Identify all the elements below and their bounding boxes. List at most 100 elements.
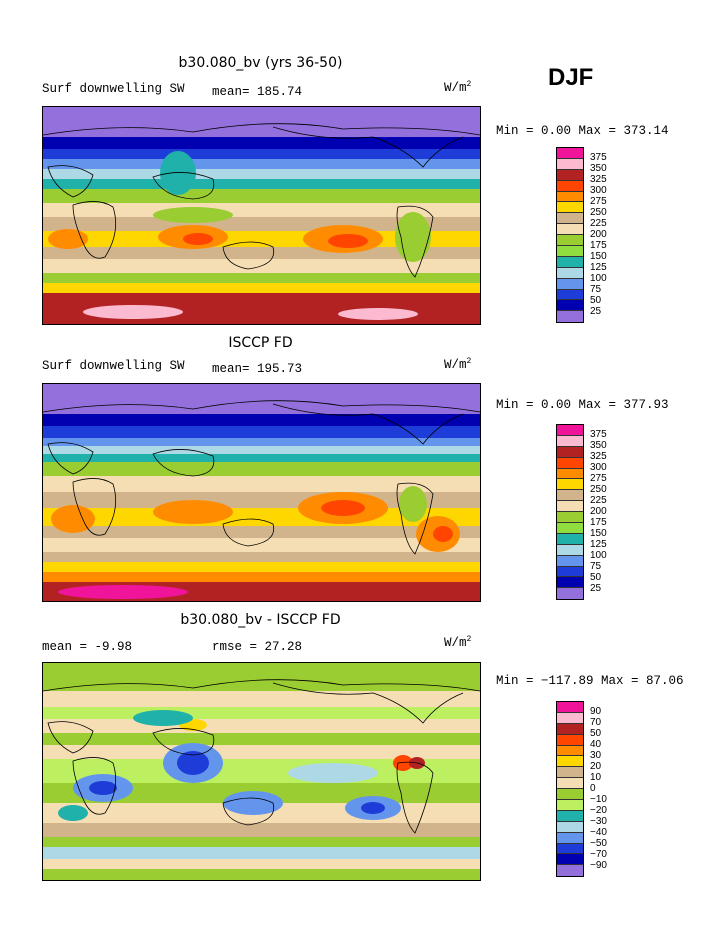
panel-2-minmax: Min = 0.00 Max = 377.93	[496, 398, 669, 412]
colorbar-label: −50	[590, 838, 607, 849]
colorbar-swatch	[557, 158, 583, 170]
colorbar-swatch	[557, 490, 583, 502]
band	[43, 562, 480, 572]
panel-2-field	[43, 384, 480, 601]
colorbar-swatch	[557, 425, 583, 436]
band-polar-south	[43, 293, 480, 305]
colorbar-swatch	[557, 821, 583, 833]
band	[43, 538, 480, 552]
colorbar-label: 100	[590, 550, 607, 561]
band	[43, 462, 480, 476]
panel-2-mean: mean= 195.73	[212, 362, 303, 376]
band	[43, 159, 480, 169]
panel-2-variable: Surf downwelling SW	[42, 359, 185, 373]
colorbar-label: 30	[590, 750, 602, 761]
panel-2-unit: W/m2	[444, 357, 472, 373]
colorbar-swatch	[557, 588, 583, 600]
band	[43, 837, 480, 847]
colorbar-label: 100	[590, 273, 607, 284]
colorbar-label: 300	[590, 185, 607, 196]
panel-3-minmax: Min = −117.89 Max = 87.06	[496, 674, 684, 688]
colorbar-label: −30	[590, 816, 607, 827]
colorbar-label: 325	[590, 174, 607, 185]
colorbar-swatch	[557, 523, 583, 534]
colorbar-label: 150	[590, 528, 607, 539]
colorbar-label: 325	[590, 451, 607, 462]
panel-2-map	[42, 383, 481, 602]
colorbar-swatch	[557, 767, 583, 779]
colorbar-swatch	[557, 865, 583, 877]
colorbar-label: 90	[590, 706, 602, 717]
colorbar-label: 175	[590, 240, 607, 251]
colorbar-swatch	[557, 533, 583, 545]
colorbar-swatch	[557, 555, 583, 567]
band	[43, 217, 480, 231]
panel-2-title: ISCCP FD	[228, 335, 293, 351]
band	[43, 847, 480, 859]
colorbar-swatch	[557, 457, 583, 469]
panel-1-field	[43, 107, 480, 324]
colorbar-label: 275	[590, 473, 607, 484]
band	[43, 414, 480, 426]
colorbar-swatch	[557, 289, 583, 301]
band-polar-south	[43, 859, 480, 869]
colorbar-label: 75	[590, 561, 602, 572]
colorbar-label: 50	[590, 572, 602, 583]
band-polar-north	[43, 663, 480, 691]
panel-1-colorbar	[556, 147, 584, 324]
band	[43, 691, 480, 707]
colorbar-label: −10	[590, 794, 607, 805]
colorbar-swatch	[557, 213, 583, 225]
band	[43, 733, 480, 745]
colorbar-label: −90	[590, 860, 607, 871]
band	[43, 426, 480, 438]
colorbar-swatch	[557, 235, 583, 247]
panel-3-rmse: rmse = 27.28	[212, 640, 303, 654]
colorbar-swatch	[557, 311, 583, 323]
band-polar-north	[43, 107, 480, 137]
colorbar-swatch	[557, 224, 583, 236]
colorbar-label: 0	[590, 783, 596, 794]
band	[43, 476, 480, 492]
colorbar-swatch	[557, 789, 583, 801]
colorbar-swatch	[557, 501, 583, 513]
colorbar-label: 175	[590, 517, 607, 528]
colorbar-label: 25	[590, 306, 602, 317]
colorbar-label: 25	[590, 583, 602, 594]
colorbar-swatch	[557, 256, 583, 268]
band-polar-south	[43, 572, 480, 582]
colorbar-label: 10	[590, 772, 602, 783]
panel-3-mean: mean = -9.98	[42, 640, 133, 654]
band	[43, 149, 480, 159]
panel-3-title: b30.080_bv - ISCCP FD	[180, 612, 341, 628]
colorbar-swatch	[557, 191, 583, 203]
colorbar-label: 150	[590, 251, 607, 262]
colorbar-label: 50	[590, 728, 602, 739]
band	[43, 454, 480, 462]
panel-1-minmax: Min = 0.00 Max = 373.14	[496, 124, 669, 138]
band	[43, 823, 480, 837]
colorbar-swatch	[557, 577, 583, 589]
colorbar-swatch	[557, 246, 583, 257]
colorbar-swatch	[557, 800, 583, 811]
colorbar-swatch	[557, 180, 583, 192]
colorbar-label: 200	[590, 506, 607, 517]
panel-3-field	[43, 663, 480, 880]
colorbar-swatch	[557, 446, 583, 458]
colorbar-swatch	[557, 169, 583, 181]
colorbar-swatch	[557, 512, 583, 524]
band	[43, 526, 480, 538]
band	[43, 273, 480, 283]
colorbar-swatch	[557, 566, 583, 578]
band	[43, 189, 480, 203]
panel-1-unit: W/m2	[444, 80, 472, 96]
colorbar-label: 50	[590, 295, 602, 306]
colorbar-swatch	[557, 300, 583, 312]
colorbar-swatch	[557, 854, 583, 866]
colorbar-swatch	[557, 734, 583, 746]
colorbar-label: 20	[590, 761, 602, 772]
band	[43, 169, 480, 179]
colorbar-swatch	[557, 723, 583, 735]
band	[43, 446, 480, 454]
colorbar-swatch	[557, 778, 583, 790]
